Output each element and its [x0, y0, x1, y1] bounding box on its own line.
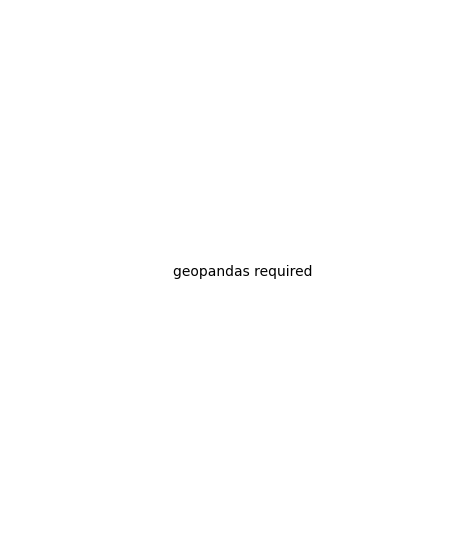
Text: geopandas required: geopandas required — [173, 265, 313, 279]
